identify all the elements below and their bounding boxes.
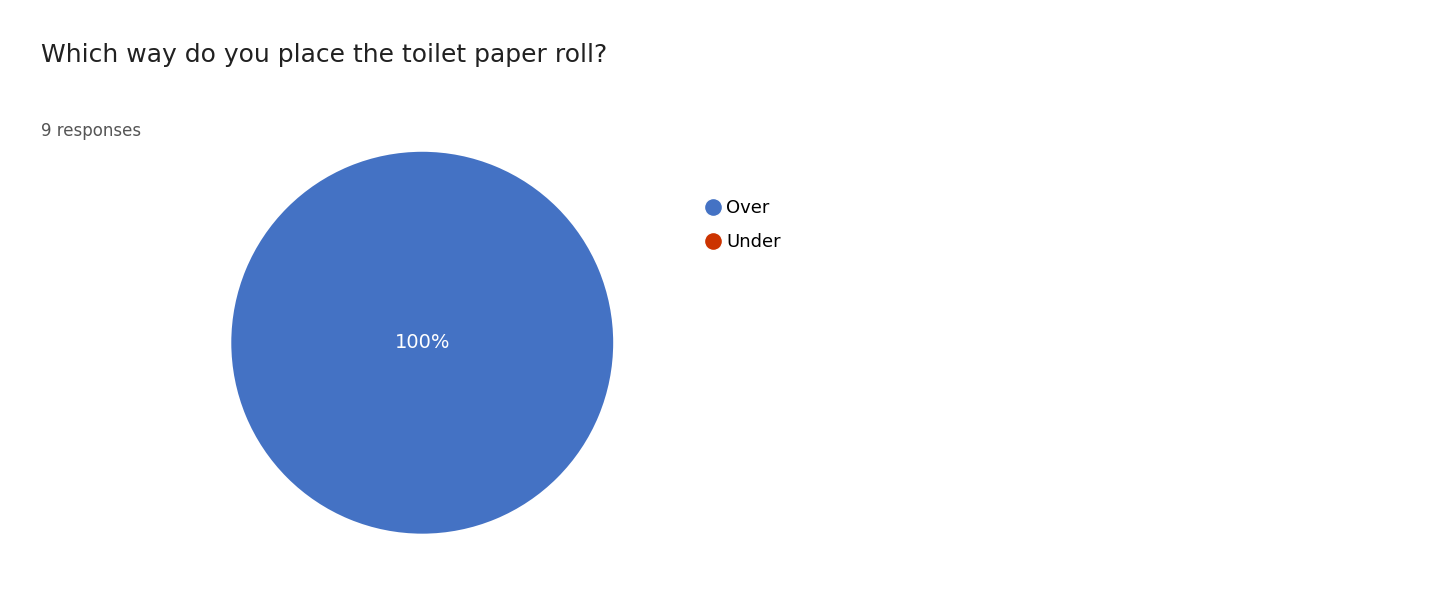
- Legend: Over, Under: Over, Under: [708, 199, 780, 252]
- Wedge shape: [232, 152, 613, 534]
- Text: 100%: 100%: [395, 333, 450, 353]
- Text: Which way do you place the toilet paper roll?: Which way do you place the toilet paper …: [41, 43, 607, 67]
- Text: 9 responses: 9 responses: [41, 122, 141, 140]
